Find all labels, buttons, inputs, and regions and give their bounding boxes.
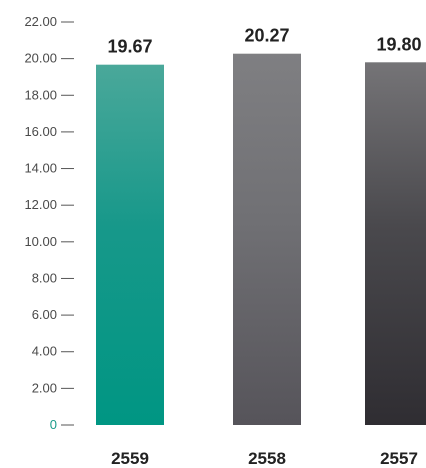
y-tick-label: 18.00: [24, 87, 57, 102]
y-tick-label: 0: [50, 417, 57, 432]
y-tick-label: 16.00: [24, 124, 57, 139]
y-tick-label: 8.00: [32, 270, 57, 285]
y-tick-label: 22.00: [24, 14, 57, 29]
bar-2558: [233, 53, 301, 425]
category-label: 2558: [248, 449, 286, 468]
labels: 19.67 2559 20.27 2558 19.80 2557: [107, 26, 421, 468]
category-label: 2559: [111, 449, 149, 468]
bar-2557: [365, 62, 426, 426]
y-tick-label: 6.00: [32, 307, 57, 322]
y-tick-label: 20.00: [24, 51, 57, 66]
y-tick-label: 4.00: [32, 344, 57, 359]
category-label: 2557: [380, 449, 418, 468]
bar-2559: [96, 64, 164, 425]
value-label: 19.67: [107, 37, 152, 57]
value-label: 20.27: [244, 26, 289, 46]
y-tick-label: 12.00: [24, 197, 57, 212]
bars: [96, 53, 426, 426]
y-tick-label: 2.00: [32, 380, 57, 395]
y-tick-label: 14.00: [24, 161, 57, 176]
value-label: 19.80: [376, 34, 421, 54]
y-axis: 0 2.00 4.00 6.00 8.00 10.00 12.00 14.00 16.00 18.…: [24, 14, 74, 432]
y-tick-label: 10.00: [24, 234, 57, 249]
